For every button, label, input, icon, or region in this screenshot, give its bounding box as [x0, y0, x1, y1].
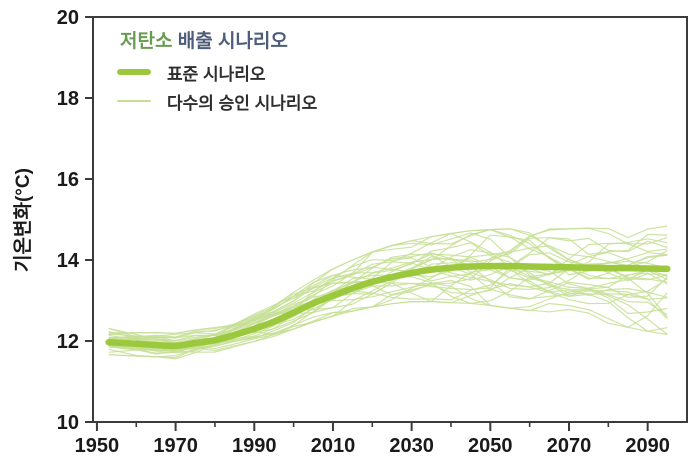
x-tick-label: 1950 [75, 435, 120, 457]
y-tick-label: 14 [57, 250, 80, 272]
y-axis-ticks [85, 16, 93, 423]
plot-frame [92, 16, 688, 423]
x-axis-ticks [95, 422, 649, 431]
legend-item-ensemble: 다수의 승인 시나리오 [117, 91, 318, 113]
ensemble-member-lines [108, 225, 668, 360]
thick-line-swatch-icon [117, 69, 151, 75]
legend: 저탄소 배출 시나리오 표준 시나리오 다수의 승인 시나리오 [117, 26, 318, 113]
legend-item-standard: 표준 시나리오 [117, 62, 317, 84]
x-tick-label: 2030 [389, 435, 434, 457]
y-tick-label: 16 [57, 169, 79, 191]
y-tick-label: 20 [57, 7, 79, 29]
ensemble-line [108, 228, 668, 341]
legend-title-green-part: 저탄소 [120, 31, 173, 52]
standard-scenario-line [105, 262, 671, 350]
x-tick-label: 2090 [625, 435, 670, 457]
x-axis-tick-labels: 1950 1970 1990 2010 2030 2050 2070 2090 [75, 435, 670, 457]
ensemble-line [108, 225, 668, 334]
ensemble-line [108, 242, 668, 354]
legend-title-slate-part: 배출 시나리오 [172, 31, 288, 52]
x-tick-label: 1970 [153, 435, 198, 457]
legend-item-label: 다수의 승인 시나리오 [167, 93, 318, 113]
y-tick-label: 10 [57, 412, 79, 434]
y-axis-tick-labels: 20 18 16 14 12 10 [57, 7, 80, 434]
y-tick-label: 18 [57, 88, 79, 110]
y-tick-label: 12 [57, 331, 79, 353]
legend-title: 저탄소 배출 시나리오 [120, 26, 317, 53]
ensemble-line [108, 256, 668, 350]
x-tick-label: 2010 [311, 435, 356, 457]
legend-item-label: 표준 시나리오 [167, 64, 266, 84]
y-axis-title: 기온변화(°C) [13, 168, 34, 272]
x-tick-label: 1990 [232, 435, 277, 457]
ensemble-line [108, 232, 668, 347]
x-tick-label: 2050 [468, 435, 513, 457]
x-tick-label: 2070 [547, 435, 592, 457]
thin-line-swatch-icon [117, 100, 151, 102]
